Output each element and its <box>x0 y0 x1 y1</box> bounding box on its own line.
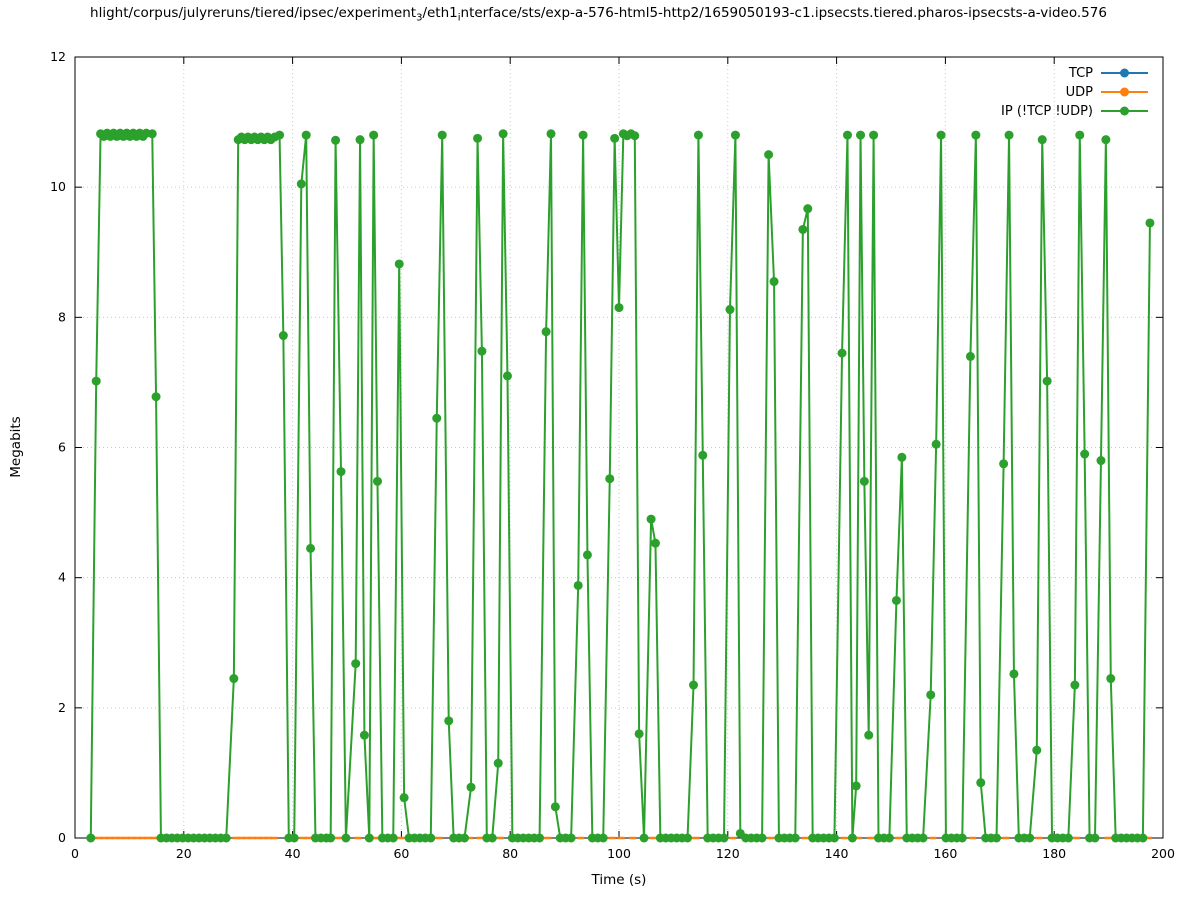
x-tick-label: 160 <box>933 846 957 861</box>
x-axis-label: Time (s) <box>591 872 647 888</box>
y-tick-label: 4 <box>58 570 66 585</box>
legend-label-udp: UDP <box>1066 85 1094 100</box>
y-tick-label: 6 <box>58 440 66 455</box>
x-tick-label: 0 <box>71 846 79 861</box>
grid-lines <box>75 57 1163 838</box>
x-tick-label: 80 <box>502 846 518 861</box>
y-tick-label: 2 <box>58 700 66 715</box>
legend-label-ip-tcp-udp: IP (!TCP !UDP) <box>1001 104 1093 119</box>
x-tick-label: 20 <box>176 846 192 861</box>
legend-sample-marker-ip-tcp-udp <box>1120 106 1129 116</box>
x-tick-label: 100 <box>607 846 631 861</box>
series-markers-ip-tcp-udp <box>86 128 1155 843</box>
legend-sample-marker-udp <box>1120 87 1129 97</box>
x-tick-label: 200 <box>1151 846 1175 861</box>
x-tick-label: 140 <box>825 846 849 861</box>
x-tick-label: 40 <box>285 846 301 861</box>
x-tick-label: 60 <box>393 846 409 861</box>
series-line-ip-tcp-udp <box>89 132 1151 839</box>
y-tick-label: 10 <box>50 179 66 194</box>
legend: TCP UDP IP (!TCP !UDP) <box>1001 66 1148 119</box>
chart-title: hlight/corpus/julyreruns/tiered/ipsec/ex… <box>90 5 1107 24</box>
axis-tick-labels: 0 20 40 60 80 100 120 140 160 180 200 0 2 4 6 8 10 12 <box>50 49 1175 861</box>
x-tick-label: 180 <box>1042 846 1066 861</box>
y-tick-label: 8 <box>58 309 66 324</box>
y-tick-label: 0 <box>58 830 66 845</box>
legend-sample-marker-tcp <box>1120 68 1129 78</box>
x-tick-label: 120 <box>716 846 740 861</box>
legend-label-tcp: TCP <box>1068 66 1093 81</box>
y-tick-label: 12 <box>50 49 66 64</box>
